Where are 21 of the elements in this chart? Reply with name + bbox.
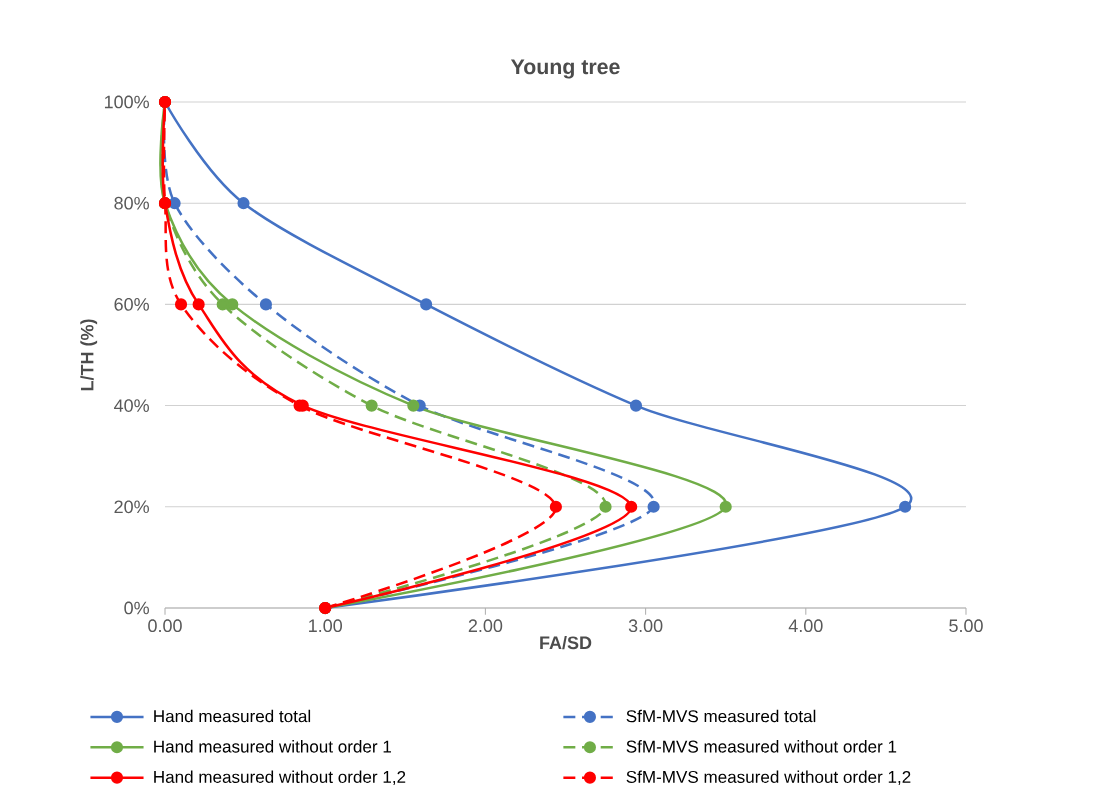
chart-title: Young tree — [510, 59, 620, 79]
x-tick-label: 2.00 — [468, 619, 503, 633]
y-tick-label: 80% — [114, 196, 149, 210]
legend-label: Hand measured total — [154, 709, 311, 723]
x-tick-label: 5.00 — [949, 619, 983, 633]
legend-label: Hand measured without order 1 — [154, 740, 391, 753]
legend-label: SfM-MVS measured without order 1,2 — [626, 770, 911, 785]
y-tick-label: 0% — [124, 601, 149, 615]
y-tick-label: 100% — [104, 95, 149, 109]
y-tick-label: 60% — [114, 298, 149, 311]
legend-label: SfM-MVS measured without order 1 — [626, 740, 897, 753]
x-tick-label: 1.00 — [309, 619, 343, 633]
x-axis-title: FA/SD — [540, 635, 592, 650]
y-tick-label: 40% — [114, 399, 149, 412]
x-tick-label: 0.00 — [148, 619, 182, 633]
y-tick-label: 20% — [114, 500, 149, 514]
x-tick-label: 4.00 — [788, 619, 823, 633]
y-axis-title: L/TH (%) — [80, 319, 98, 391]
legend-label: Hand measured without order 1,2 — [154, 770, 406, 785]
x-tick-label: 3.00 — [628, 619, 663, 633]
legend-label: SfM-MVS measured total — [626, 709, 816, 723]
